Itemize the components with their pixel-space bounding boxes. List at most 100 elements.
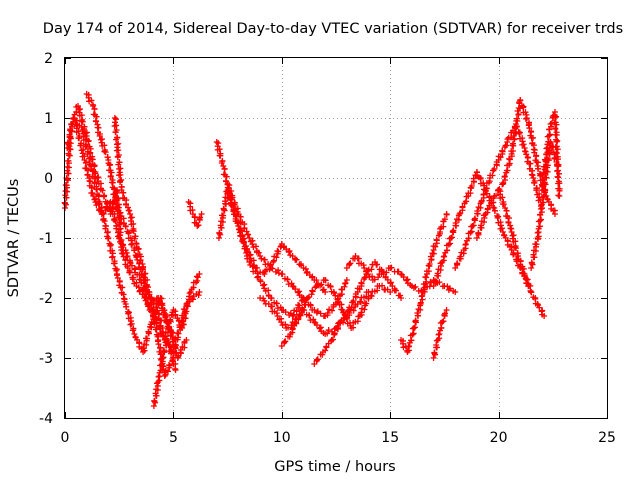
- data-point: [229, 194, 236, 201]
- data-point: [417, 299, 424, 306]
- y-tick-label: -4: [39, 411, 53, 427]
- data-point: [89, 190, 96, 197]
- data-point: [547, 131, 554, 138]
- data-point: [243, 249, 250, 256]
- data-point: [125, 207, 132, 214]
- data-point: [110, 260, 117, 267]
- data-point: [341, 283, 348, 290]
- data-point: [546, 132, 553, 139]
- data-point: [101, 218, 108, 225]
- data-point: [393, 287, 399, 294]
- data-point: [289, 283, 296, 289]
- data-point: [108, 169, 115, 176]
- data-point: [143, 296, 150, 303]
- data-point: [196, 289, 203, 295]
- data-series: [61, 91, 563, 409]
- data-point: [322, 277, 329, 284]
- x-tick-label: 10: [273, 430, 291, 446]
- data-point: [454, 260, 461, 267]
- data-point: [556, 193, 563, 199]
- data-point: [111, 190, 118, 197]
- data-point: [216, 229, 223, 236]
- data-point: [95, 201, 102, 208]
- data-point: [528, 289, 535, 296]
- chart-title: Day 174 of 2014, Sidereal Day-to-day VTE…: [43, 21, 623, 37]
- data-point: [432, 243, 439, 250]
- data-point: [387, 289, 394, 295]
- data-point: [472, 215, 479, 222]
- data-point: [548, 120, 555, 127]
- series-track-13: [311, 259, 405, 367]
- data-point: [284, 276, 291, 283]
- data-point: [274, 313, 281, 319]
- data-point: [102, 149, 109, 156]
- series-track-15: [398, 211, 450, 355]
- data-point: [388, 264, 395, 271]
- data-point: [107, 200, 114, 207]
- data-point: [93, 186, 100, 193]
- data-point: [517, 258, 524, 265]
- x-tick-label: 25: [598, 430, 616, 446]
- data-point: [255, 249, 262, 256]
- data-point: [356, 286, 363, 293]
- data-point: [554, 146, 561, 153]
- data-point: [273, 254, 280, 261]
- data-point: [144, 335, 151, 342]
- data-point: [231, 201, 238, 208]
- series-track-6: [150, 337, 179, 409]
- data-point: [405, 343, 412, 350]
- data-point: [358, 280, 365, 287]
- data-point: [79, 127, 86, 133]
- data-point: [332, 292, 339, 299]
- data-point: [127, 234, 134, 241]
- data-point: [246, 235, 253, 241]
- data-point: [478, 222, 485, 229]
- plot-frame: [64, 57, 608, 419]
- series-track-20: [495, 187, 548, 319]
- data-point: [220, 205, 227, 212]
- data-point: [425, 268, 432, 275]
- data-point: [433, 237, 440, 244]
- data-point: [441, 216, 448, 223]
- data-point: [327, 283, 334, 290]
- data-point: [489, 172, 496, 179]
- data-point: [358, 309, 365, 316]
- data-point: [139, 266, 146, 273]
- data-point: [195, 222, 202, 229]
- data-point: [449, 228, 456, 235]
- data-point: [64, 145, 71, 151]
- data-point: [104, 154, 111, 161]
- data-point: [217, 152, 224, 159]
- data-point: [91, 179, 98, 186]
- data-point: [528, 259, 535, 266]
- data-point: [222, 177, 229, 184]
- data-point: [521, 272, 528, 279]
- data-point: [546, 126, 553, 133]
- data-point: [442, 310, 449, 317]
- data-point: [501, 231, 508, 238]
- data-point: [475, 229, 482, 236]
- data-point: [117, 171, 124, 178]
- data-point: [285, 281, 292, 288]
- data-point: [398, 295, 405, 301]
- data-point: [120, 189, 127, 196]
- data-point: [510, 251, 517, 258]
- data-point: [527, 282, 534, 289]
- data-point: [510, 232, 517, 239]
- data-point: [423, 274, 430, 281]
- data-point: [186, 296, 193, 303]
- data-point: [77, 106, 84, 113]
- data-point: [522, 115, 529, 122]
- data-point: [194, 274, 201, 281]
- data-point: [113, 136, 120, 143]
- data-point: [484, 206, 491, 213]
- series-track-2: [64, 115, 190, 361]
- data-point: [344, 308, 351, 315]
- data-point: [285, 324, 292, 331]
- data-point: [435, 331, 442, 338]
- data-point: [187, 289, 194, 295]
- data-point: [131, 247, 138, 254]
- data-point: [157, 344, 164, 351]
- data-point: [317, 310, 324, 317]
- x-tick-label: 0: [61, 430, 70, 446]
